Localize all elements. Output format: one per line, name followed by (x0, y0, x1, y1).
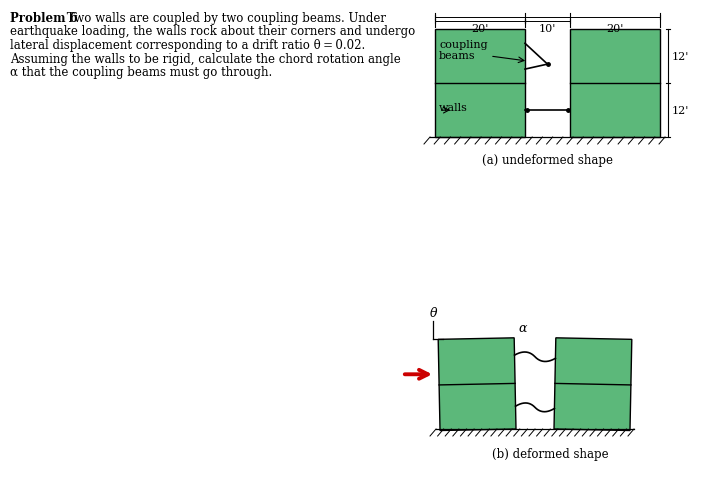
Polygon shape (570, 30, 660, 138)
Text: 12': 12' (672, 52, 689, 62)
Text: coupling
beams: coupling beams (439, 40, 487, 61)
Text: earthquake loading, the walls rock about their corners and undergo: earthquake loading, the walls rock about… (10, 26, 415, 39)
Polygon shape (435, 30, 525, 138)
Text: Two walls are coupled by two coupling beams. Under: Two walls are coupled by two coupling be… (63, 12, 386, 25)
Text: walls: walls (439, 103, 468, 113)
Polygon shape (554, 338, 632, 431)
Polygon shape (438, 338, 516, 431)
Text: 10': 10' (539, 24, 556, 34)
Text: 20': 20' (606, 24, 624, 34)
Text: Problem 6: Problem 6 (10, 12, 78, 25)
Text: α: α (518, 321, 526, 334)
Text: lateral displacement corresponding to a drift ratio θ = 0.02.: lateral displacement corresponding to a … (10, 39, 365, 52)
Text: (b) deformed shape: (b) deformed shape (492, 447, 608, 460)
Text: 20': 20' (472, 24, 489, 34)
Text: 12': 12' (672, 106, 689, 116)
Text: α that the coupling beams must go through.: α that the coupling beams must go throug… (10, 66, 272, 79)
Text: Assuming the walls to be rigid, calculate the chord rotation angle: Assuming the walls to be rigid, calculat… (10, 53, 401, 65)
Text: θ: θ (429, 307, 437, 320)
Text: (a) undeformed shape: (a) undeformed shape (482, 154, 613, 167)
